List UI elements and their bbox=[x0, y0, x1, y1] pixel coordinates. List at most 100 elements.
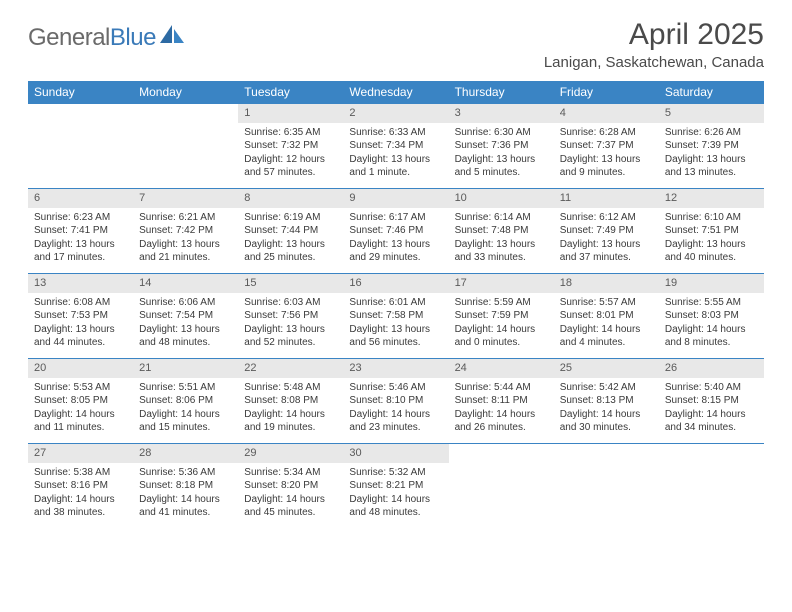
day-cell: 6Sunrise: 6:23 AMSunset: 7:41 PMDaylight… bbox=[28, 189, 133, 273]
day-content: Sunrise: 5:34 AMSunset: 8:20 PMDaylight:… bbox=[238, 463, 343, 524]
weeks-container: 1Sunrise: 6:35 AMSunset: 7:32 PMDaylight… bbox=[28, 103, 764, 528]
sunrise-line: Sunrise: 6:17 AM bbox=[349, 211, 442, 225]
sunrise-line: Sunrise: 6:28 AM bbox=[560, 126, 653, 140]
day-number: 17 bbox=[449, 274, 554, 293]
day-content: Sunrise: 6:30 AMSunset: 7:36 PMDaylight:… bbox=[449, 123, 554, 184]
day-number: 29 bbox=[238, 444, 343, 463]
sunrise-line: Sunrise: 5:57 AM bbox=[560, 296, 653, 310]
day-cell: 19Sunrise: 5:55 AMSunset: 8:03 PMDayligh… bbox=[659, 274, 764, 358]
empty-cell bbox=[659, 444, 764, 528]
day-content: Sunrise: 5:36 AMSunset: 8:18 PMDaylight:… bbox=[133, 463, 238, 524]
sunset-line: Sunset: 8:18 PM bbox=[139, 479, 232, 493]
day-cell: 7Sunrise: 6:21 AMSunset: 7:42 PMDaylight… bbox=[133, 189, 238, 273]
day-number: 8 bbox=[238, 189, 343, 208]
day-cell: 30Sunrise: 5:32 AMSunset: 8:21 PMDayligh… bbox=[343, 444, 448, 528]
day-number: 20 bbox=[28, 359, 133, 378]
week-row: 13Sunrise: 6:08 AMSunset: 7:53 PMDayligh… bbox=[28, 273, 764, 358]
sunset-line: Sunset: 7:36 PM bbox=[455, 139, 548, 153]
day-content: Sunrise: 5:53 AMSunset: 8:05 PMDaylight:… bbox=[28, 378, 133, 439]
sunrise-line: Sunrise: 6:14 AM bbox=[455, 211, 548, 225]
day-number: 4 bbox=[554, 104, 659, 123]
day-content: Sunrise: 5:59 AMSunset: 7:59 PMDaylight:… bbox=[449, 293, 554, 354]
day-content: Sunrise: 5:46 AMSunset: 8:10 PMDaylight:… bbox=[343, 378, 448, 439]
daylight-line: Daylight: 14 hours and 41 minutes. bbox=[139, 493, 232, 520]
sunset-line: Sunset: 7:41 PM bbox=[34, 224, 127, 238]
sunrise-line: Sunrise: 5:51 AM bbox=[139, 381, 232, 395]
week-row: 6Sunrise: 6:23 AMSunset: 7:41 PMDaylight… bbox=[28, 188, 764, 273]
daylight-line: Daylight: 14 hours and 30 minutes. bbox=[560, 408, 653, 435]
sunset-line: Sunset: 7:34 PM bbox=[349, 139, 442, 153]
sunset-line: Sunset: 8:10 PM bbox=[349, 394, 442, 408]
day-number: 18 bbox=[554, 274, 659, 293]
daylight-line: Daylight: 13 hours and 25 minutes. bbox=[244, 238, 337, 265]
sunrise-line: Sunrise: 6:08 AM bbox=[34, 296, 127, 310]
calendar-page: GeneralBlue April 2025 Lanigan, Saskatch… bbox=[0, 0, 792, 528]
day-header-thursday: Thursday bbox=[449, 81, 554, 103]
sunrise-line: Sunrise: 5:44 AM bbox=[455, 381, 548, 395]
day-number: 28 bbox=[133, 444, 238, 463]
daylight-line: Daylight: 13 hours and 29 minutes. bbox=[349, 238, 442, 265]
day-number: 1 bbox=[238, 104, 343, 123]
day-content: Sunrise: 5:42 AMSunset: 8:13 PMDaylight:… bbox=[554, 378, 659, 439]
sunset-line: Sunset: 7:48 PM bbox=[455, 224, 548, 238]
daylight-line: Daylight: 14 hours and 19 minutes. bbox=[244, 408, 337, 435]
day-number: 30 bbox=[343, 444, 448, 463]
day-content: Sunrise: 5:38 AMSunset: 8:16 PMDaylight:… bbox=[28, 463, 133, 524]
day-content: Sunrise: 5:55 AMSunset: 8:03 PMDaylight:… bbox=[659, 293, 764, 354]
day-number: 10 bbox=[449, 189, 554, 208]
sunrise-line: Sunrise: 6:35 AM bbox=[244, 126, 337, 140]
sunset-line: Sunset: 8:21 PM bbox=[349, 479, 442, 493]
day-number: 24 bbox=[449, 359, 554, 378]
day-cell: 25Sunrise: 5:42 AMSunset: 8:13 PMDayligh… bbox=[554, 359, 659, 443]
daylight-line: Daylight: 13 hours and 17 minutes. bbox=[34, 238, 127, 265]
day-cell: 14Sunrise: 6:06 AMSunset: 7:54 PMDayligh… bbox=[133, 274, 238, 358]
daylight-line: Daylight: 14 hours and 34 minutes. bbox=[665, 408, 758, 435]
daylight-line: Daylight: 14 hours and 26 minutes. bbox=[455, 408, 548, 435]
daylight-line: Daylight: 13 hours and 21 minutes. bbox=[139, 238, 232, 265]
daylight-line: Daylight: 14 hours and 0 minutes. bbox=[455, 323, 548, 350]
day-number: 7 bbox=[133, 189, 238, 208]
daylight-line: Daylight: 14 hours and 48 minutes. bbox=[349, 493, 442, 520]
sunset-line: Sunset: 8:16 PM bbox=[34, 479, 127, 493]
sunrise-line: Sunrise: 5:38 AM bbox=[34, 466, 127, 480]
empty-cell bbox=[449, 444, 554, 528]
day-content: Sunrise: 6:06 AMSunset: 7:54 PMDaylight:… bbox=[133, 293, 238, 354]
day-number: 2 bbox=[343, 104, 448, 123]
sunrise-line: Sunrise: 6:01 AM bbox=[349, 296, 442, 310]
day-cell: 29Sunrise: 5:34 AMSunset: 8:20 PMDayligh… bbox=[238, 444, 343, 528]
sunrise-line: Sunrise: 6:30 AM bbox=[455, 126, 548, 140]
day-content: Sunrise: 5:51 AMSunset: 8:06 PMDaylight:… bbox=[133, 378, 238, 439]
sunrise-line: Sunrise: 6:10 AM bbox=[665, 211, 758, 225]
empty-cell bbox=[133, 104, 238, 188]
empty-cell bbox=[28, 104, 133, 188]
day-header-wednesday: Wednesday bbox=[343, 81, 448, 103]
sunrise-line: Sunrise: 5:34 AM bbox=[244, 466, 337, 480]
daylight-line: Daylight: 13 hours and 9 minutes. bbox=[560, 153, 653, 180]
day-cell: 16Sunrise: 6:01 AMSunset: 7:58 PMDayligh… bbox=[343, 274, 448, 358]
day-content: Sunrise: 6:14 AMSunset: 7:48 PMDaylight:… bbox=[449, 208, 554, 269]
day-cell: 22Sunrise: 5:48 AMSunset: 8:08 PMDayligh… bbox=[238, 359, 343, 443]
day-cell: 20Sunrise: 5:53 AMSunset: 8:05 PMDayligh… bbox=[28, 359, 133, 443]
daylight-line: Daylight: 13 hours and 56 minutes. bbox=[349, 323, 442, 350]
day-number: 9 bbox=[343, 189, 448, 208]
day-header-tuesday: Tuesday bbox=[238, 81, 343, 103]
logo-text: GeneralBlue bbox=[28, 24, 156, 52]
day-cell: 26Sunrise: 5:40 AMSunset: 8:15 PMDayligh… bbox=[659, 359, 764, 443]
day-cell: 3Sunrise: 6:30 AMSunset: 7:36 PMDaylight… bbox=[449, 104, 554, 188]
sunrise-line: Sunrise: 5:53 AM bbox=[34, 381, 127, 395]
day-cell: 17Sunrise: 5:59 AMSunset: 7:59 PMDayligh… bbox=[449, 274, 554, 358]
day-number: 27 bbox=[28, 444, 133, 463]
daylight-line: Daylight: 13 hours and 1 minute. bbox=[349, 153, 442, 180]
day-cell: 12Sunrise: 6:10 AMSunset: 7:51 PMDayligh… bbox=[659, 189, 764, 273]
sunrise-line: Sunrise: 6:26 AM bbox=[665, 126, 758, 140]
sunrise-line: Sunrise: 6:33 AM bbox=[349, 126, 442, 140]
daylight-line: Daylight: 14 hours and 15 minutes. bbox=[139, 408, 232, 435]
sunset-line: Sunset: 7:37 PM bbox=[560, 139, 653, 153]
sunset-line: Sunset: 7:51 PM bbox=[665, 224, 758, 238]
day-cell: 28Sunrise: 5:36 AMSunset: 8:18 PMDayligh… bbox=[133, 444, 238, 528]
sunset-line: Sunset: 8:15 PM bbox=[665, 394, 758, 408]
sunset-line: Sunset: 7:53 PM bbox=[34, 309, 127, 323]
sunrise-line: Sunrise: 5:48 AM bbox=[244, 381, 337, 395]
sunrise-line: Sunrise: 6:03 AM bbox=[244, 296, 337, 310]
day-number: 26 bbox=[659, 359, 764, 378]
